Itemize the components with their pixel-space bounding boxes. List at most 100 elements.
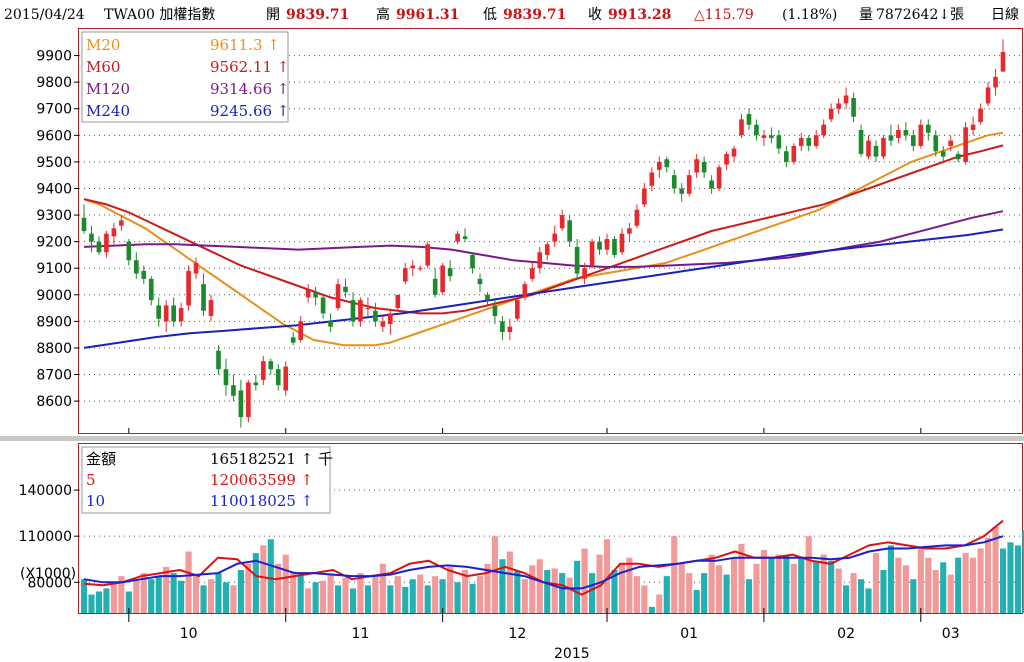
month-tick-label: 02 <box>837 626 855 642</box>
volume-legend-box <box>81 446 331 514</box>
candle-body <box>425 244 431 266</box>
volume-tick-label: 110000 <box>19 529 72 545</box>
candle-body <box>298 321 303 340</box>
price-tick-label: 8900 <box>36 314 72 330</box>
candle-body <box>268 361 274 370</box>
volume-bar <box>521 579 528 613</box>
candle-body <box>604 238 610 250</box>
candle-body <box>343 286 348 293</box>
candle-body <box>911 135 916 146</box>
open-label: 開 <box>266 7 280 23</box>
volume-bar <box>880 569 887 613</box>
candle-body <box>836 103 841 109</box>
volume-bar <box>237 569 244 613</box>
candle-body <box>320 297 326 314</box>
candle-body <box>432 278 438 295</box>
volume-bar <box>155 576 162 613</box>
volume-bar <box>955 557 962 613</box>
candle-body <box>500 321 505 332</box>
candle-body <box>978 108 983 123</box>
volume-bar <box>940 562 947 613</box>
volume-bar <box>663 576 670 613</box>
candle-body <box>133 260 139 274</box>
candle-body <box>261 361 266 380</box>
volume-bar <box>245 563 252 613</box>
candle-body <box>724 153 729 165</box>
candle-body <box>679 188 685 194</box>
candle-body <box>515 300 520 319</box>
volume-bar <box>88 594 95 613</box>
volume-panel-frame <box>78 443 1023 614</box>
candle-body <box>104 233 109 253</box>
month-tick-label: 12 <box>508 626 526 642</box>
candle-body <box>589 241 595 266</box>
volume-bar <box>290 571 297 613</box>
volume-bar <box>805 536 812 613</box>
candle-body <box>1000 52 1006 72</box>
candle-body <box>231 385 236 396</box>
candle-body <box>567 220 572 242</box>
candle-body <box>216 350 221 370</box>
volume-bar <box>297 573 304 613</box>
candle-body <box>350 300 356 322</box>
candle-body <box>619 233 625 253</box>
legend-m240-value: 9245.66 ↑ <box>210 102 289 120</box>
volume-ma-line-5 <box>83 519 1004 596</box>
legend-amount-value: 165182521 ↑ 千 <box>210 450 333 468</box>
candle-body <box>335 284 341 309</box>
volume-bar <box>947 574 954 613</box>
price-tick-label: 9600 <box>36 128 72 144</box>
volume-bar <box>432 576 439 613</box>
close-label: 收 <box>588 7 602 23</box>
volume-bar <box>447 566 454 613</box>
volume-bar <box>140 573 147 613</box>
candle-body <box>447 268 453 277</box>
volume-bar <box>828 560 835 613</box>
candle-body <box>544 244 550 255</box>
volume-bar <box>559 573 566 613</box>
price-tick-label: 9100 <box>36 261 72 277</box>
volume-value: 7872642↓張 <box>876 7 964 23</box>
candle-body <box>156 305 162 319</box>
volume-bar <box>857 579 865 613</box>
volume-bar <box>402 586 409 613</box>
candle-body <box>843 95 849 104</box>
volume-bar <box>932 569 939 613</box>
legend-m60-name: M60 <box>86 58 120 76</box>
month-tick-label: 11 <box>352 626 370 642</box>
candle-body <box>537 252 543 269</box>
candle-body <box>126 241 132 261</box>
volume-bar <box>1022 530 1024 613</box>
volume-bar <box>364 585 371 613</box>
legend-ma10-value: 110018025 ↑ <box>210 492 313 510</box>
volume-bar <box>641 585 648 613</box>
volume-bar <box>589 573 596 613</box>
year-label: 2015 <box>554 646 590 662</box>
candle-body <box>769 135 774 138</box>
volume-bar <box>544 569 551 613</box>
volume-bar <box>125 591 132 613</box>
volume-bar <box>917 548 924 613</box>
volume-bar <box>910 579 917 613</box>
volume-bar <box>118 576 125 613</box>
volume-bar <box>163 566 170 613</box>
volume-bar <box>753 563 760 613</box>
price-panel-frame <box>78 28 1023 434</box>
candle-body <box>141 270 147 279</box>
candle-body <box>918 124 924 146</box>
volume-bar <box>349 588 357 613</box>
candle-body <box>186 270 191 306</box>
quote-date: 2015/04/24 <box>4 7 85 23</box>
volume-unit-label: (X1000) <box>20 566 76 582</box>
candle-body <box>552 233 558 242</box>
candle-body <box>873 145 879 157</box>
candle-body <box>709 180 714 189</box>
volume-bar <box>461 569 469 613</box>
volume-bar <box>529 565 536 613</box>
candle-body <box>89 233 94 242</box>
high-label: 高 <box>376 6 390 23</box>
volume-bar <box>701 573 708 613</box>
candle-body <box>328 321 333 327</box>
candle-body <box>201 284 206 311</box>
volume-bar <box>185 551 192 613</box>
